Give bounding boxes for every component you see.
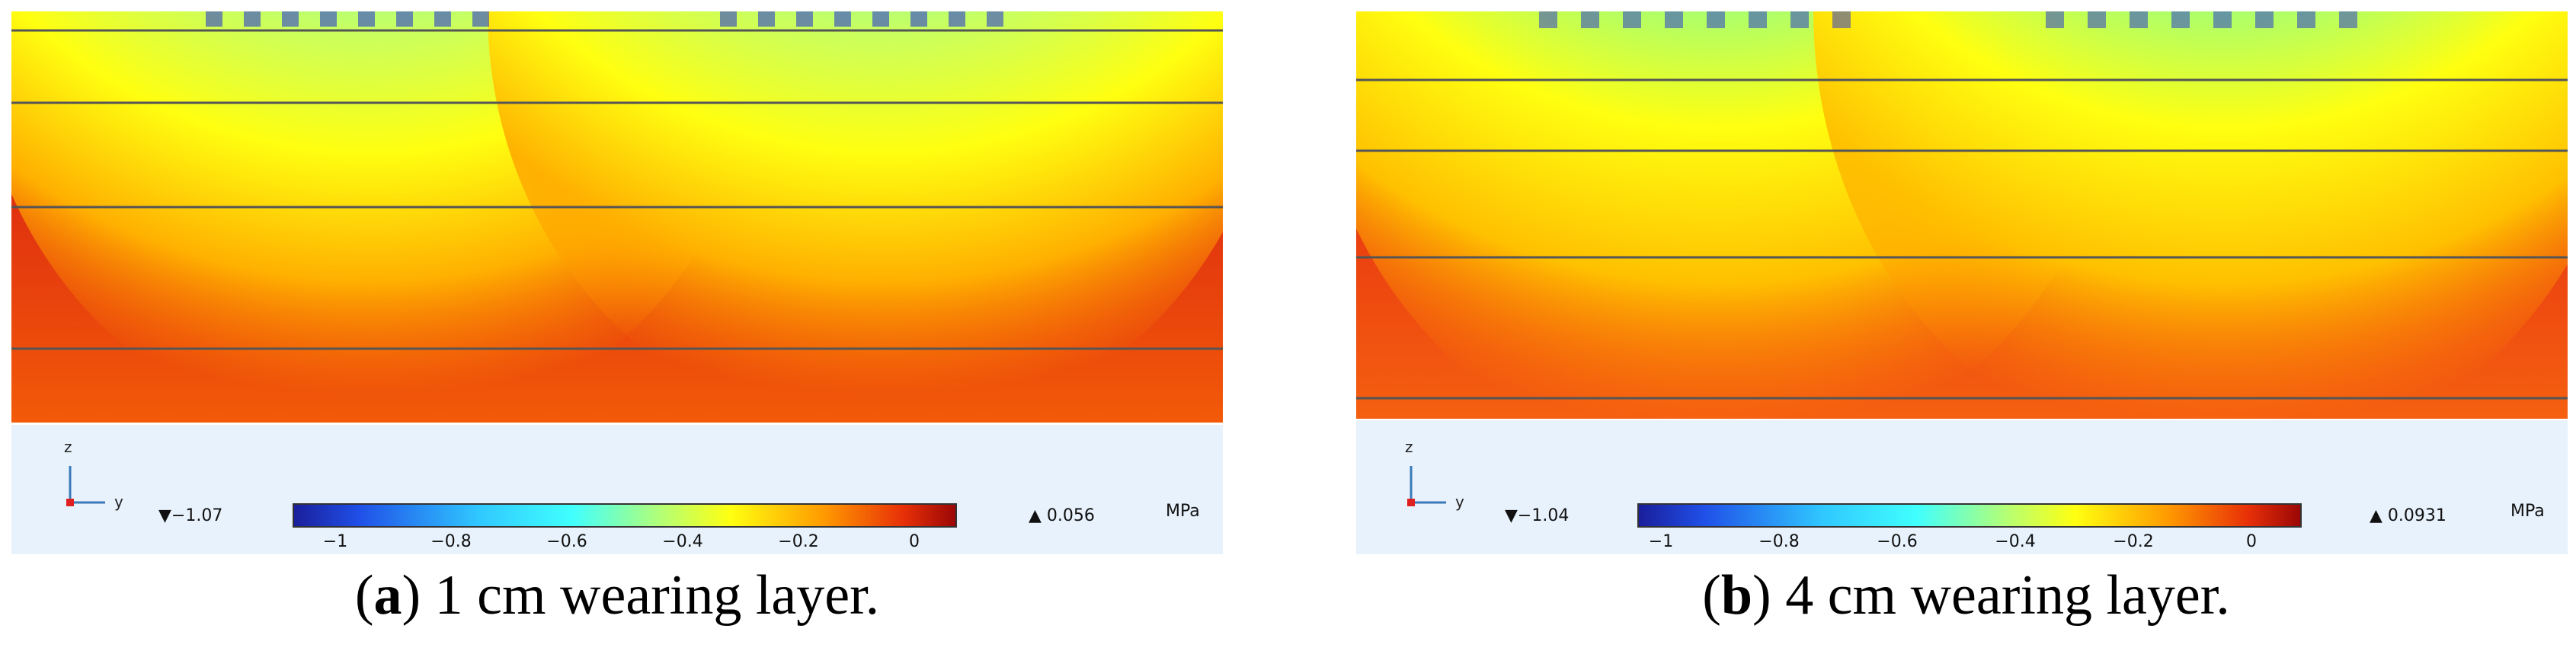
axis-y-label: y bbox=[1455, 493, 1464, 511]
load-pattern-right bbox=[720, 11, 1003, 27]
min-value-label: ▼−1.07 bbox=[158, 506, 222, 525]
contour-plot-b: z y ▼−1.04 −1 −0.8 −0.6 −0.4 −0.2 0 ▲ 0.… bbox=[1356, 11, 2568, 554]
caption-b: (b) 4 cm wearing layer. bbox=[1702, 564, 2230, 627]
colorbar bbox=[1637, 503, 2302, 528]
axis-triad: z y bbox=[1405, 438, 1464, 511]
load-pattern-left bbox=[1539, 11, 1851, 28]
colorbar-tick-6: 0 bbox=[2246, 532, 2257, 551]
axis-triad: z y bbox=[64, 438, 123, 511]
min-value-label: ▼−1.04 bbox=[1505, 506, 1569, 525]
caption-letter: a bbox=[373, 564, 402, 627]
unit-label: MPa bbox=[1166, 502, 1200, 521]
max-value-label: ▲ 0.056 bbox=[1029, 506, 1095, 525]
colorbar-ticks: −1 −0.8 −0.6 −0.4 −0.2 0 bbox=[1649, 532, 2257, 551]
axis-z-label: z bbox=[1405, 438, 1413, 456]
axis-y-label: y bbox=[114, 493, 123, 511]
colorbar-tick-2: −0.8 bbox=[430, 532, 471, 551]
colorbar-tick-1: −1 bbox=[323, 532, 347, 551]
stress-lobe-right bbox=[1813, 11, 2568, 419]
load-pattern-right bbox=[2046, 11, 2357, 28]
colorbar-tick-4: −0.4 bbox=[1995, 532, 2035, 551]
layer-boundaries bbox=[1356, 78, 2568, 400]
colorbar-tick-3: −0.6 bbox=[1877, 532, 1917, 551]
panel-a: z y ▼−1.07 −1 −0.8 −0.6 −0.4 −0.2 0 ▲ 0.… bbox=[0, 0, 1234, 654]
layer-boundaries bbox=[11, 29, 1223, 350]
caption-letter: b bbox=[1720, 564, 1753, 627]
colorbar-ticks: −1 −0.8 −0.6 −0.4 −0.2 0 bbox=[323, 532, 920, 551]
colorbar-tick-5: −0.2 bbox=[778, 532, 818, 551]
colorbar-tick-4: −0.4 bbox=[662, 532, 702, 551]
legend-area bbox=[1356, 420, 2568, 554]
colorbar bbox=[293, 503, 957, 528]
panel-b: z y ▼−1.04 −1 −0.8 −0.6 −0.4 −0.2 0 ▲ 0.… bbox=[1356, 0, 2576, 654]
caption-text: 4 cm wearing layer. bbox=[1771, 564, 2230, 627]
max-value-label: ▲ 0.0931 bbox=[2370, 506, 2446, 525]
caption-text: 1 cm wearing layer. bbox=[421, 564, 880, 627]
colorbar-tick-5: −0.2 bbox=[2113, 532, 2153, 551]
colorbar-tick-2: −0.8 bbox=[1758, 532, 1799, 551]
caption-a: (a) 1 cm wearing layer. bbox=[354, 564, 880, 627]
axis-z-label: z bbox=[64, 438, 72, 456]
load-pattern-left bbox=[206, 11, 489, 27]
stress-lobe-right bbox=[488, 11, 1223, 423]
colorbar-tick-3: −0.6 bbox=[546, 532, 587, 551]
unit-label: MPa bbox=[2510, 502, 2545, 521]
colorbar-tick-6: 0 bbox=[909, 532, 920, 551]
legend-area bbox=[11, 425, 1223, 554]
colorbar-tick-1: −1 bbox=[1649, 532, 1673, 551]
contour-plot-a: z y ▼−1.07 −1 −0.8 −0.6 −0.4 −0.2 0 ▲ 0.… bbox=[11, 11, 1223, 554]
